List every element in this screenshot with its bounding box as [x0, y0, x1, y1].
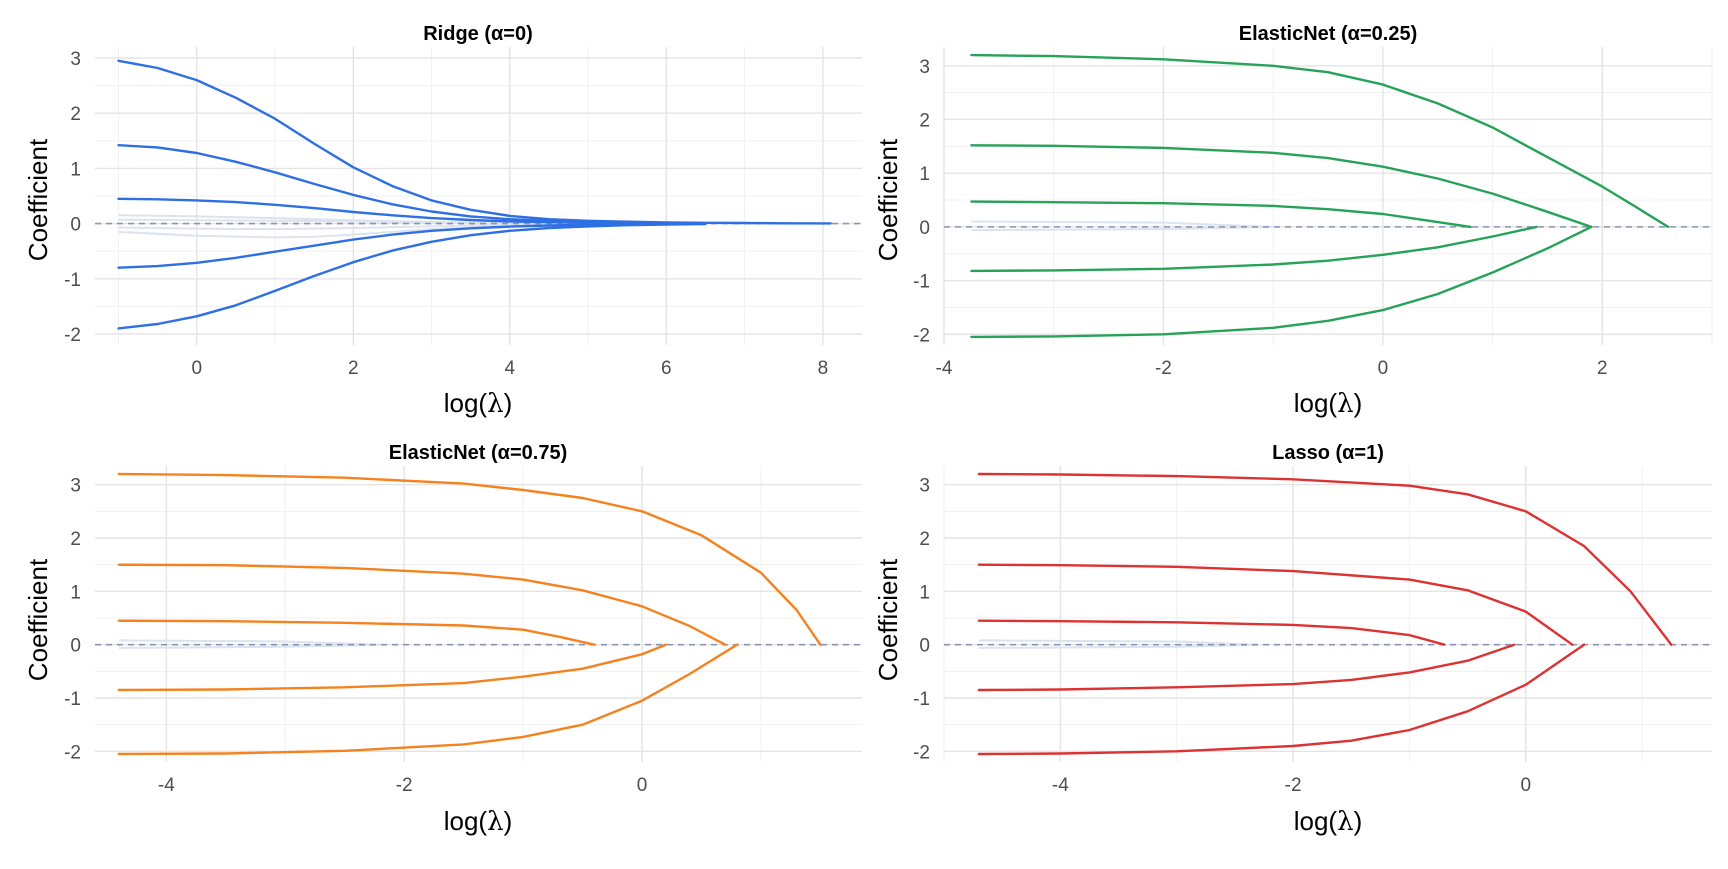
- x-tick-label: 2: [1597, 358, 1608, 379]
- noise-coefficient-path: [978, 639, 1259, 646]
- coefficient-path-4: [117, 222, 668, 269]
- panel-elasticnet-025: -4 -2 0 2 -2 -1 0 1 2 3 ElasticNet (α=0.25) log(λ) C…: [873, 23, 1713, 419]
- y-tick-label: 1: [70, 159, 81, 180]
- y-tick-label: 0: [70, 215, 81, 236]
- y-tick-label: 2: [70, 104, 81, 125]
- panel-title: Ridge (α=0): [423, 23, 533, 45]
- coefficient-path-1: [970, 53, 1670, 229]
- coefficient-path-3: [117, 619, 596, 646]
- coefficient-path-2: [117, 144, 707, 225]
- y-tick-label: -2: [64, 325, 81, 346]
- y-axis-label: Coefficient: [23, 138, 53, 261]
- panel-title: Lasso (α=1): [1272, 442, 1384, 464]
- coefficient-path-5: [977, 643, 1586, 756]
- x-tick-label: -4: [936, 358, 953, 379]
- coefficient-path-5: [970, 225, 1593, 339]
- coefficient-path-2: [970, 144, 1593, 229]
- x-tick-label: 4: [505, 358, 516, 379]
- coefficient-path-3: [117, 197, 668, 225]
- coefficient-path-4: [117, 643, 667, 692]
- y-tick-label: 1: [919, 164, 930, 185]
- y-tick-label: 0: [919, 218, 930, 239]
- y-tick-label: 2: [919, 110, 930, 131]
- coefficient-path-1: [117, 472, 822, 646]
- x-tick-label: 0: [191, 358, 202, 379]
- y-tick-label: 3: [919, 57, 930, 78]
- x-tick-label: 0: [637, 775, 648, 796]
- panel-elasticnet-075: -4 -2 0 -2 -1 0 1 2 3 ElasticNet (α=0.75) log(λ) Co…: [23, 442, 862, 837]
- noise-coefficient-path: [971, 225, 1274, 232]
- panel-lasso: -4 -2 0 -2 -1 0 1 2 3 Lasso (α=1) log(λ) Coefficien…: [873, 442, 1712, 837]
- y-tick-label: 1: [70, 582, 81, 603]
- y-axis-label: Coefficient: [873, 558, 903, 681]
- coefficient-path-3: [970, 200, 1472, 229]
- y-tick-label: 0: [70, 636, 81, 657]
- y-tick-label: 3: [919, 476, 930, 497]
- coefficient-path-5: [117, 643, 739, 756]
- y-tick-label: -2: [913, 742, 930, 763]
- y-tick-label: 0: [919, 636, 930, 657]
- y-tick-label: -2: [913, 325, 930, 346]
- x-tick-label: 0: [1521, 775, 1532, 796]
- x-tick-label: 2: [348, 358, 359, 379]
- x-tick-label: 8: [818, 358, 829, 379]
- x-axis-label: log(λ): [444, 388, 513, 419]
- x-tick-label: -4: [158, 775, 175, 796]
- x-tick-label: 6: [661, 358, 672, 379]
- noise-coefficient-path: [118, 222, 589, 231]
- coefficient-path-4: [970, 225, 1538, 273]
- y-tick-label: -1: [913, 689, 930, 710]
- x-tick-label: -4: [1052, 775, 1069, 796]
- coefficient-path-1: [977, 472, 1673, 646]
- x-axis-label: log(λ): [1294, 388, 1363, 419]
- x-tick-label: -2: [1285, 775, 1302, 796]
- y-tick-label: 1: [919, 582, 930, 603]
- noise-coefficient-path: [118, 218, 589, 225]
- y-tick-label: 2: [70, 529, 81, 550]
- noise-coefficient-path: [118, 639, 381, 646]
- x-tick-label: 0: [1378, 358, 1389, 379]
- coefficient-path-5: [117, 222, 707, 330]
- y-tick-label: 2: [919, 529, 930, 550]
- y-tick-label: 3: [70, 476, 81, 497]
- x-axis-label: log(λ): [1294, 806, 1363, 837]
- y-tick-label: -1: [64, 689, 81, 710]
- y-tick-label: -1: [64, 270, 81, 291]
- coefficient-path-2: [977, 563, 1574, 646]
- x-axis-label: log(λ): [444, 806, 513, 837]
- coefficient-path-2: [117, 563, 727, 646]
- panel-ridge: 0 2 4 6 8 -2 -1 0 1 2 3 Ridge (α=0) log(λ) Coefficien…: [23, 23, 862, 419]
- panel-title: ElasticNet (α=0.25): [1239, 23, 1418, 45]
- y-tick-label: 3: [70, 49, 81, 70]
- y-tick-label: -2: [64, 742, 81, 763]
- x-tick-label: -2: [1155, 358, 1172, 379]
- y-axis-label: Coefficient: [873, 138, 903, 261]
- y-tick-label: -1: [913, 272, 930, 293]
- x-tick-label: -2: [396, 775, 413, 796]
- panel-title: ElasticNet (α=0.75): [389, 442, 568, 464]
- coefficient-path-4: [977, 643, 1516, 692]
- y-axis-label: Coefficient: [23, 558, 53, 681]
- coefficient-path-3: [977, 619, 1446, 646]
- noise-coefficient-path: [971, 220, 1274, 228]
